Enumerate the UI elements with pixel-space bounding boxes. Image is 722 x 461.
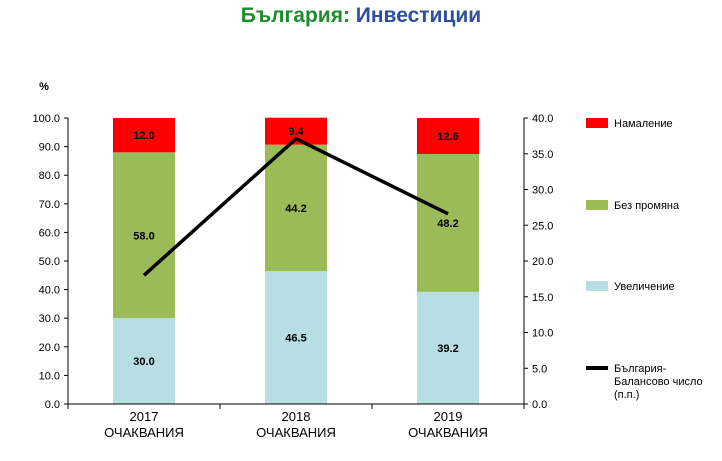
x-tick-label-3: ОЧАКВАНИЯ [408,425,488,440]
y-right-tick-label: 15.0 [532,292,553,304]
y-right-tick-label: 10.0 [532,328,553,340]
y-left-tick-label: 80.0 [39,170,60,182]
y-left-tick-label: 40.0 [39,285,60,297]
bar-2-2 [265,144,327,272]
legend-label-line: България- [614,363,667,375]
y-right-tick-label: 30.0 [532,185,553,197]
bar-1-3 [417,291,479,404]
bar-3-1 [113,118,175,153]
y-left-tick-label: 0.0 [45,399,60,411]
data-label-3-3: 12.6 [437,131,458,143]
y-left-tick-label: 100.0 [32,113,60,125]
legend-swatch-2 [586,200,608,210]
balance-line [142,136,449,277]
x-tick-label-2: 2018 [282,409,311,424]
bar-3-3 [417,118,479,155]
legend-label-line: (п.п.) [614,389,639,401]
y-right-tick-label: 0.0 [532,399,547,411]
y-left-tick-label: 20.0 [39,342,60,354]
y-right-tick-label: 40.0 [532,113,553,125]
data-label-1-1: 30.0 [133,356,154,368]
data-label-3-2: 9.4 [288,126,304,138]
legend-swatch-3 [586,118,608,128]
y-left-tick-label: 60.0 [39,227,60,239]
x-tick-label-1: ОЧАКВАНИЯ [104,425,184,440]
y-right-tick-label: 20.0 [532,256,553,268]
x-tick-label-1: 2017 [130,409,159,424]
legend-label-3: Намаление [614,118,673,130]
data-label-2-1: 58.0 [133,230,154,242]
y-left-tick-label: 70.0 [39,199,60,211]
chart-title-country: България: [240,4,350,27]
legend-label-2: Без промяна [614,200,680,212]
y-left-tick-label: 50.0 [39,256,60,268]
data-label-2-2: 44.2 [285,203,306,215]
bar-2-1 [113,152,175,319]
data-label-1-2: 46.5 [285,333,306,345]
legend-label-1: Увеличение [614,281,675,293]
legend-swatch-1 [586,281,608,291]
y-right-tick-label: 5.0 [532,363,547,375]
y-left-tick-label: 90.0 [39,142,60,154]
x-tick-label-2: ОЧАКВАНИЯ [256,425,336,440]
bar-1-2 [265,271,327,404]
y-left-tick-label: 30.0 [39,313,60,325]
y-left-tick-label: 10.0 [39,370,60,382]
y-right-tick-label: 25.0 [532,220,553,232]
bar-2-3 [417,154,479,292]
chart-title: България: Инвестиции [0,4,722,28]
y-right-tick-label: 35.0 [532,149,553,161]
data-label-1-3: 39.2 [437,343,458,355]
x-tick-label-3: 2019 [434,409,463,424]
bar-1-1 [113,318,175,404]
data-label-3-1: 12.0 [133,130,154,142]
data-label-2-3: 48.2 [437,218,458,230]
y-left-unit-label: % [39,81,49,93]
legend-label-line: Балансово число [614,376,703,388]
chart-title-topic: Инвестиции [355,4,482,27]
